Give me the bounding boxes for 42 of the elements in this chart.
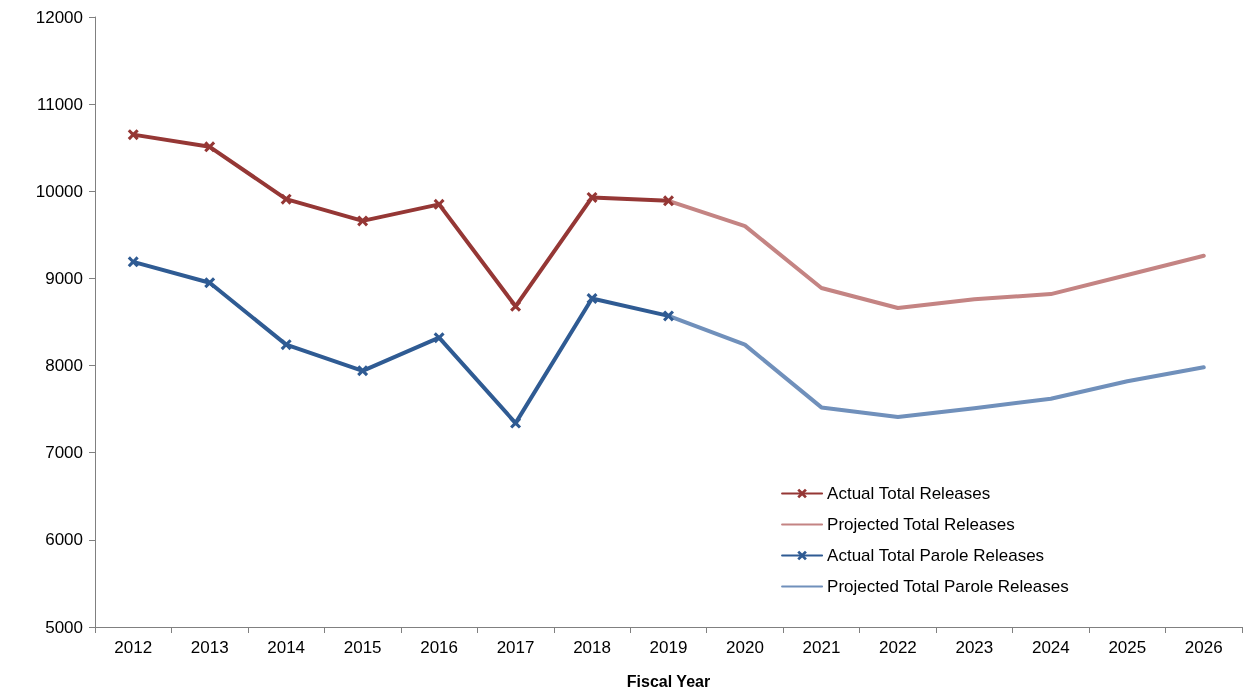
point [433,198,445,210]
point [280,193,292,205]
point [357,215,369,227]
point [357,365,369,377]
x-axis-title: Fiscal Year [626,672,711,690]
x-tick-label: 2015 [343,638,382,657]
y-tick-label: 11000 [36,94,83,114]
y-tick-label: 10000 [35,181,83,201]
point [204,141,216,153]
x-tick-label: 2025 [1108,638,1147,657]
point [280,339,292,351]
point [127,256,139,268]
legend-label: Projected Total Parole Releases [827,577,1069,596]
legend-label: Actual Total Parole Releases [827,546,1045,565]
x-tick-label: 2022 [878,638,917,657]
point [586,191,598,203]
legend-label: Actual Total Releases [827,484,991,503]
point [663,195,674,207]
y-tick-label: 7000 [45,443,83,463]
y-tick-label: 12000 [35,7,83,27]
point [586,292,598,304]
point [433,332,445,344]
x-tick-label: 2018 [573,638,611,657]
x-tick-label: 2019 [649,638,688,657]
x-tick-label: 2013 [190,638,229,657]
x-tick-label: 2017 [496,638,535,657]
x-tick-label: 2021 [802,638,841,657]
x-tick-label: 2024 [1031,638,1070,657]
x-tick-label: 2014 [267,638,306,657]
x-tick-label: 2026 [1184,638,1223,657]
x-tick-label: 2016 [420,638,459,657]
x-tick-label: 2012 [114,638,153,657]
point [204,277,216,289]
y-tick-label: 5000 [45,617,83,637]
legend-label: Projected Total Releases [827,515,1015,534]
x-tick-label: 2020 [726,638,764,657]
point [663,310,674,322]
point [127,129,139,141]
y-tick-label: 9000 [45,268,83,288]
y-tick-label: 8000 [45,356,83,376]
y-tick-label: 6000 [45,530,83,550]
x-tick-label: 2023 [955,638,994,657]
